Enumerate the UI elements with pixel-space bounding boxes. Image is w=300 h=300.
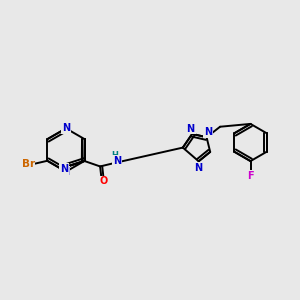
Text: H: H <box>112 151 118 160</box>
Text: N: N <box>60 164 68 174</box>
Text: N: N <box>195 163 203 173</box>
Text: F: F <box>247 171 254 181</box>
Text: Br: Br <box>22 159 35 170</box>
Text: N: N <box>204 127 212 137</box>
Text: N: N <box>61 167 69 177</box>
Text: O: O <box>100 176 108 186</box>
Text: N: N <box>62 123 70 134</box>
Text: N: N <box>113 156 121 166</box>
Text: N: N <box>187 124 195 134</box>
